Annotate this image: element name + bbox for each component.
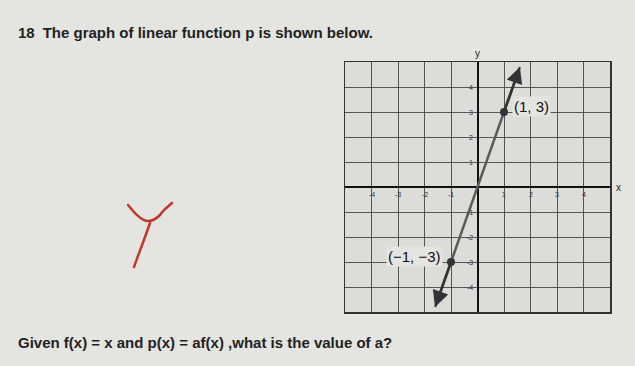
html-text:Given f(x) = x and p(x) = af(x: Given f(x) = x and p(x) = af(x) ,what is… [18,334,393,351]
svg-text:-3: -3 [395,191,401,198]
svg-text:3: 3 [469,109,473,116]
svg-text:-2: -2 [467,234,473,241]
svg-text:4: 4 [582,191,586,198]
svg-text:y: y [475,48,480,59]
svg-text:4: 4 [469,84,473,91]
svg-text:1: 1 [502,191,506,198]
svg-text:x: x [616,182,621,193]
svg-text:-2: -2 [422,191,428,198]
svg-text:-4: -4 [369,191,375,198]
svg-text:2: 2 [529,191,533,198]
svg-text:-1: -1 [448,191,454,198]
svg-text:1: 1 [469,159,473,166]
svg-text:(−1, −3): (−1, −3) [388,248,441,265]
svg-text:-1: -1 [467,209,473,216]
svg-text:3: 3 [555,191,559,198]
svg-text:2: 2 [469,134,473,141]
html-text:The graph of linear function p: The graph of linear function p is shown … [42,24,373,41]
html-text:18: 18 [18,24,35,41]
svg-text:-4: -4 [467,284,473,291]
svg-text:(1, 3): (1, 3) [514,98,549,115]
svg-text:-3: -3 [467,259,473,266]
